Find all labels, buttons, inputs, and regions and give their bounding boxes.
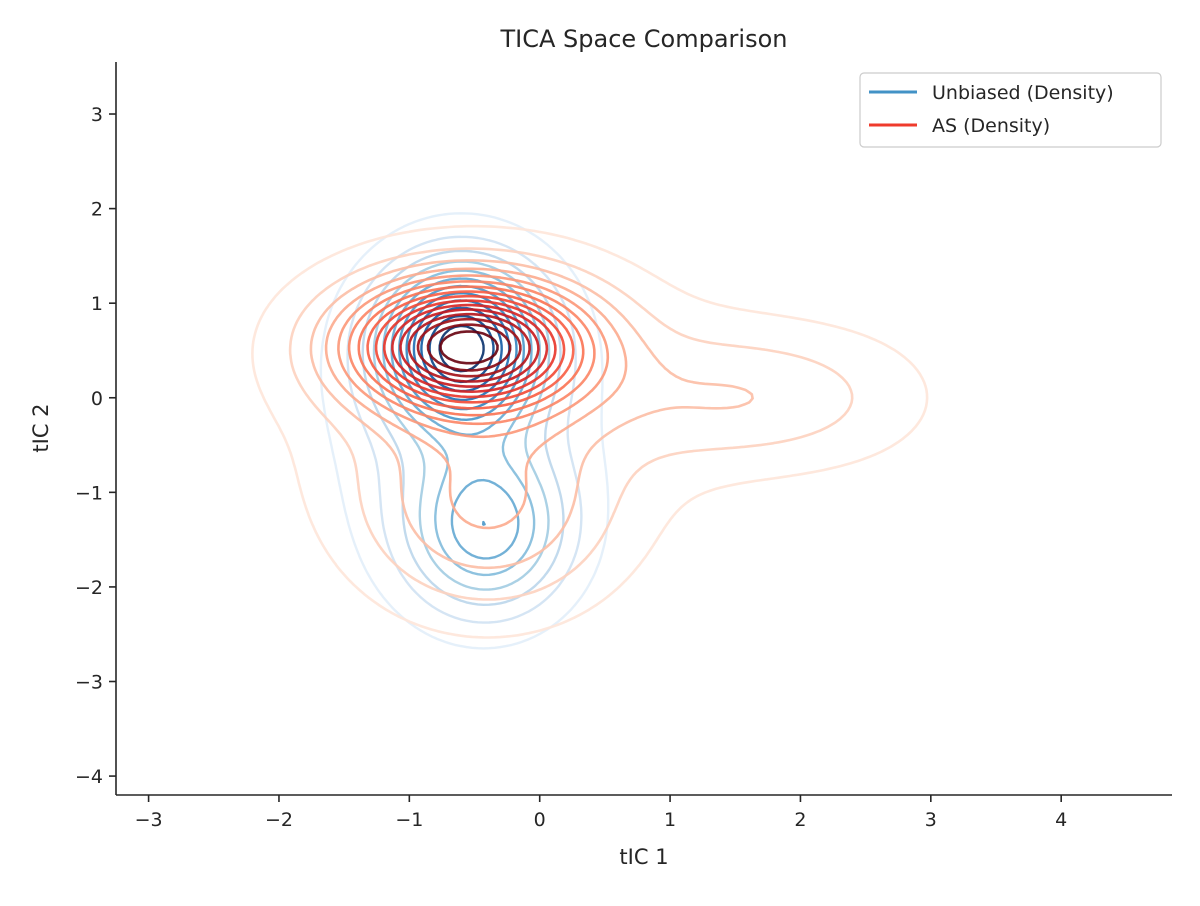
blues-contour-level-4 bbox=[372, 260, 551, 591]
y-tick-label: −2 bbox=[75, 577, 103, 599]
blues-contour-level-5 bbox=[382, 269, 541, 577]
y-tick-label: 2 bbox=[91, 199, 103, 221]
legend: Unbiased (Density) AS (Density) bbox=[859, 72, 1162, 148]
reds-contour-level-15 bbox=[426, 323, 512, 372]
x-tick-label: 2 bbox=[794, 809, 806, 831]
y-tick-label: 0 bbox=[91, 388, 103, 410]
x-tick-label: 1 bbox=[664, 809, 676, 831]
axes: −3 −2 −1 0 1 2 3 4 −4 −3 −2 −1 0 1 2 3 bbox=[75, 62, 1172, 831]
y-tick-label: −3 bbox=[75, 672, 103, 694]
x-tick-label: −2 bbox=[265, 809, 293, 831]
reds-contour-level-8 bbox=[366, 290, 575, 410]
reds-contour-level-7 bbox=[357, 285, 585, 417]
reds-contour-level-14 bbox=[416, 317, 522, 378]
legend-box bbox=[859, 72, 1162, 148]
reds-contour-level-2 bbox=[288, 247, 854, 601]
reds-contour-level-4 bbox=[324, 267, 628, 530]
y-tick-label: −4 bbox=[75, 766, 103, 788]
reds-contour-level-9 bbox=[374, 294, 566, 404]
reds-contour-level-3 bbox=[309, 259, 754, 570]
x-tick-label: −3 bbox=[135, 809, 163, 831]
x-tick-label: 0 bbox=[534, 809, 546, 831]
reds-contour-level-5 bbox=[337, 274, 610, 439]
x-tick-label: −1 bbox=[395, 809, 423, 831]
reds-contour-level-11 bbox=[391, 303, 549, 393]
y-tick-label: 1 bbox=[91, 293, 103, 315]
reds-contour-level-10 bbox=[383, 299, 557, 399]
reds-contour-level-6 bbox=[347, 280, 596, 426]
reds-contour-level-13 bbox=[407, 312, 531, 383]
as-density-contours bbox=[251, 224, 929, 639]
unbiased-density-contours bbox=[319, 212, 610, 650]
reds-contour-level-1 bbox=[251, 224, 929, 639]
y-tick-label: 3 bbox=[91, 104, 103, 126]
x-tick-label: 4 bbox=[1055, 809, 1067, 831]
reds-contour-level-12 bbox=[399, 308, 540, 388]
y-tick-label: −1 bbox=[75, 482, 103, 504]
reds-contour-level-16 bbox=[439, 330, 499, 365]
legend-label-as: AS (Density) bbox=[932, 115, 1050, 137]
x-axis-label: tIC 1 bbox=[619, 845, 668, 869]
y-axis-label: tIC 2 bbox=[29, 403, 53, 452]
x-tick-label: 3 bbox=[925, 809, 937, 831]
legend-label-unbiased: Unbiased (Density) bbox=[932, 82, 1114, 104]
chart-title: TICA Space Comparison bbox=[499, 25, 787, 53]
